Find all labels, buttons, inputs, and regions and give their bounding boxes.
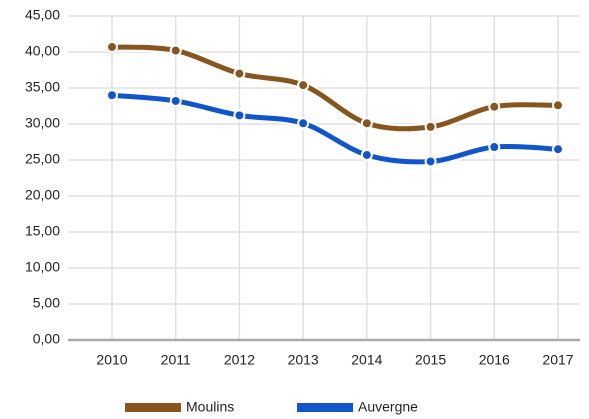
y-tick-label: 25,00 (25, 151, 60, 167)
y-tick-label: 35,00 (25, 79, 60, 95)
legend-swatch (125, 403, 181, 412)
point (233, 109, 246, 122)
point (106, 40, 118, 53)
line (111, 44, 559, 132)
x-tick-label: 2012 (224, 352, 255, 368)
x-tick-label: 2014 (351, 352, 382, 368)
point (552, 143, 564, 156)
point (360, 148, 373, 161)
legend-label: Moulins (186, 399, 234, 415)
x-tick-label: 2013 (288, 352, 319, 368)
point (488, 100, 501, 113)
point (488, 141, 501, 154)
y-tick-label: 15,00 (25, 223, 60, 239)
x-tick-label: 2011 (161, 352, 191, 368)
x-tick-label: 2010 (96, 352, 127, 368)
point (297, 79, 310, 92)
y-tick-label: 30,00 (25, 115, 60, 131)
x-tick-label: 2015 (415, 352, 446, 368)
y-tick-label: 20,00 (25, 187, 60, 203)
y-tick-label: 45,00 (25, 7, 60, 23)
y-tick-label: 0,00 (33, 331, 60, 347)
point (233, 67, 246, 80)
point (424, 155, 437, 168)
legend-swatch (297, 403, 353, 412)
x-tick-label: 2016 (479, 352, 510, 368)
point (360, 117, 373, 130)
point (169, 44, 182, 57)
point (169, 94, 182, 107)
x-tick-label: 2017 (542, 352, 573, 368)
point (297, 117, 310, 130)
y-tick-label: 10,00 (25, 259, 60, 275)
point (552, 99, 564, 112)
y-tick-label: 5,00 (33, 295, 60, 311)
legend-label: Auvergne (358, 399, 418, 415)
y-tick-label: 40,00 (25, 43, 60, 59)
point (106, 89, 118, 102)
point (424, 120, 437, 133)
